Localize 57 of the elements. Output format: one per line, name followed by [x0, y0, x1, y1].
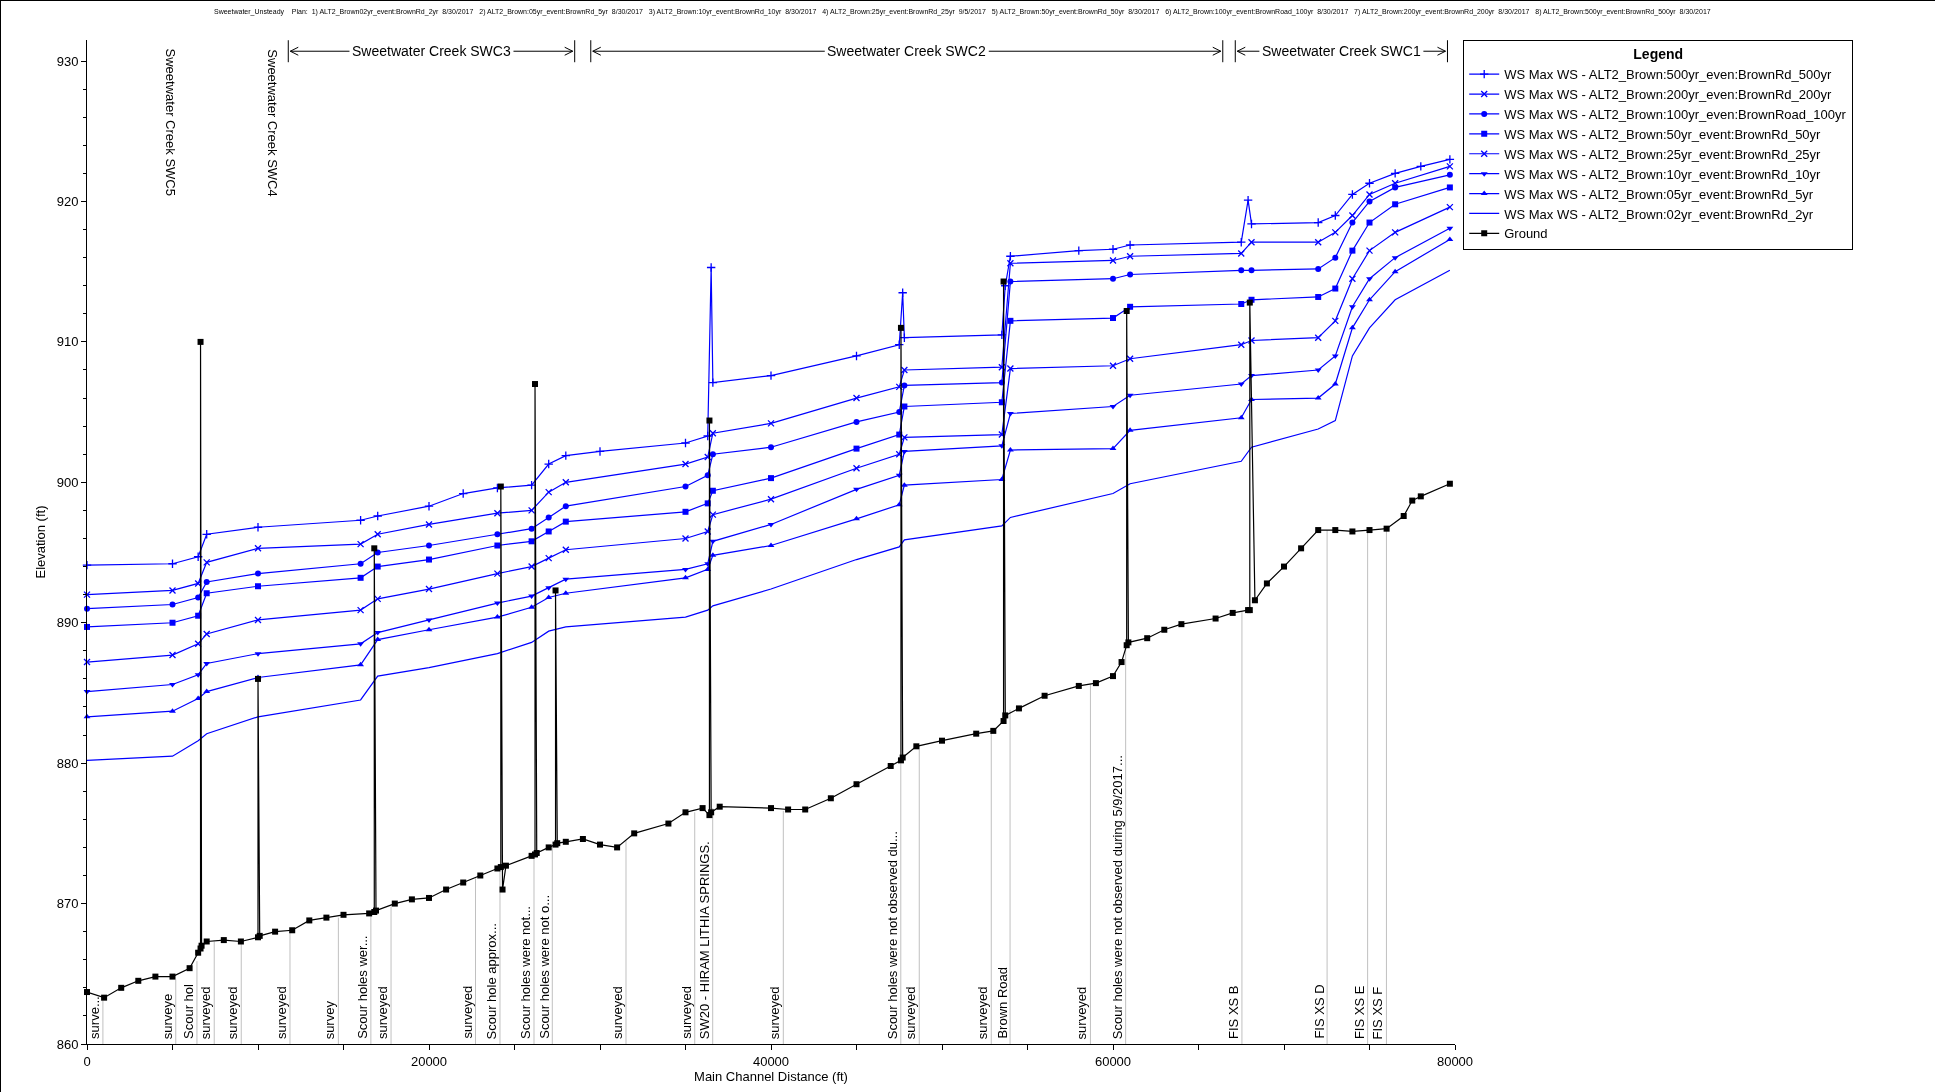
legend-label: WS Max WS - ALT2_Brown:50yr_event:BrownRd_50yr	[1504, 126, 1822, 142]
annotation: surve...	[86, 996, 102, 1039]
annotation: Sweetwater Creek SWC5	[163, 48, 179, 196]
annotation: FIS XS B	[1225, 985, 1241, 1039]
annotation: Sweetwater Creek SWC3	[352, 43, 511, 59]
annotation: Sweetwater Creek SWC2	[827, 43, 986, 59]
x-tick-label: 60000	[1094, 1053, 1132, 1069]
annotation: Scour holes were not observed du...	[885, 831, 901, 1040]
legend-label: WS Max WS - ALT2_Brown:25yr_event:BrownRd_25yr	[1504, 146, 1822, 162]
annotation: Scour hol	[180, 983, 196, 1039]
legend-label: WS Max WS - ALT2_Brown:500yr_even:BrownRd_500yr	[1504, 67, 1832, 83]
annotation: Scour hole approx...	[484, 923, 500, 1040]
y-tick-label: 930	[56, 53, 79, 69]
annotation: FIS XS D	[1311, 984, 1327, 1039]
x-axis-title: Main Channel Distance (ft)	[694, 1068, 848, 1084]
annotation: SW20 - HIRAM LITHIA SPRINGS.	[697, 841, 713, 1040]
annotation: Brown Road	[994, 967, 1010, 1039]
legend-title: Legend	[1633, 46, 1684, 63]
x-tick-label: 0	[83, 1053, 91, 1069]
legend-label: WS Max WS - ALT2_Brown:200yr_even:BrownRd_200yr	[1504, 87, 1832, 103]
y-tick-label: 890	[56, 615, 79, 631]
annotation: surveyed	[1074, 986, 1090, 1040]
legend-label: Ground	[1504, 226, 1548, 242]
legend-label: WS Max WS - ALT2_Brown:10yr_event:BrownRd_10yr	[1504, 166, 1822, 182]
y-tick-label: 920	[56, 194, 79, 210]
annotation: surveyed	[975, 986, 991, 1040]
annotation: Scour holes wer...	[354, 935, 370, 1039]
annotation: surveyed	[767, 986, 783, 1040]
annotation: surveye	[160, 993, 176, 1040]
x-tick-label: 80000	[1436, 1053, 1474, 1069]
annotation: FIS XS E	[1352, 985, 1368, 1040]
legend-label: WS Max WS - ALT2_Brown:05yr_event:BrownRd_5yr	[1504, 186, 1814, 202]
annotation: surveyed	[459, 985, 475, 1039]
annotation: Sweetwater Creek SWC4	[264, 49, 280, 197]
annotation: surveyed	[225, 986, 241, 1040]
x-tick-label: 40000	[752, 1053, 790, 1069]
y-tick-label: 880	[56, 755, 79, 771]
annotation: survey	[322, 1000, 338, 1040]
y-tick-label: 860	[56, 1036, 79, 1052]
legend-label: WS Max WS - ALT2_Brown:02yr_event:BrownRd_2yr	[1504, 206, 1814, 222]
annotation: surveyed	[609, 986, 625, 1039]
annotation: surveyed	[903, 986, 919, 1040]
annotation: surveyed	[198, 986, 214, 1040]
annotation: Scour holes were not...	[517, 906, 533, 1039]
y-tick-label: 910	[56, 334, 79, 350]
annotation: surveyed	[375, 986, 391, 1040]
annotation: surveyed	[273, 986, 289, 1039]
y-tick-label: 900	[56, 474, 79, 490]
x-tick-label: 20000	[410, 1053, 448, 1069]
annotation: Sweetwater Creek SWC1	[1262, 43, 1421, 59]
annotation: FIS XS F	[1370, 986, 1386, 1040]
y-tick-label: 870	[56, 896, 79, 912]
y-axis-title: Elevation (ft)	[32, 505, 48, 579]
annotation: Scour holes were not observed during 5/9/2017...	[1110, 755, 1126, 1040]
annotation: surveyed	[678, 985, 694, 1039]
annotation: Scour holes were not o...	[536, 894, 552, 1039]
legend-label: WS Max WS - ALT2_Brown:100yr_even:BrownRoad_100yr	[1504, 107, 1847, 123]
